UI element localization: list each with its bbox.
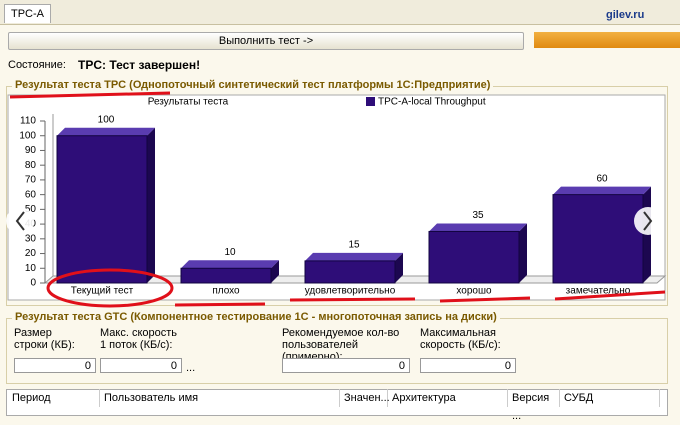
- field-value[interactable]: 0: [420, 358, 516, 373]
- tpc-group-title: Результат теста TPC (Однопоточный синтет…: [12, 79, 494, 91]
- y-tick-label: 80: [25, 160, 37, 171]
- y-tick-label: 50: [25, 204, 37, 215]
- y-tick-label: 110: [20, 116, 36, 127]
- bar: [56, 135, 148, 284]
- chart-title: Результаты теста: [148, 97, 229, 108]
- field-value[interactable]: 0: [14, 358, 96, 373]
- bar-side: [395, 252, 403, 283]
- x-tick-label: хорошо: [456, 286, 492, 297]
- bar-side: [147, 127, 155, 284]
- field-label: Макс. скорость 1 поток (КБ/с):: [100, 327, 178, 351]
- status-label: Состояние:: [8, 59, 66, 71]
- y-tick-label: 70: [25, 175, 37, 186]
- annotations: [9, 91, 666, 308]
- prev-arrow-icon: [15, 211, 25, 231]
- ellipsis: ...: [186, 362, 196, 374]
- column-header[interactable]: Период: [8, 389, 100, 407]
- chart: Результаты теста TPC-A-local Throughput …: [6, 91, 667, 308]
- field-value[interactable]: 0: [282, 358, 410, 373]
- column-header[interactable]: Пользователь имя: [100, 389, 340, 407]
- field-label: Максимальная скорость (КБ/с):: [420, 327, 501, 351]
- run-button[interactable]: Выполнить тест ->: [8, 32, 524, 50]
- y-tick-label: 20: [25, 248, 37, 259]
- value-label: 10: [224, 247, 236, 258]
- next-arrow[interactable]: [634, 207, 662, 235]
- red-circle: [46, 268, 174, 308]
- site: gilev.ru: [606, 9, 645, 21]
- bar-top: [181, 260, 279, 269]
- bar: [304, 260, 396, 284]
- red-underline: [9, 91, 666, 307]
- x-tick-label: замечательно: [566, 286, 631, 297]
- y-tick-label: 90: [25, 145, 37, 156]
- y-tick-label: 30: [25, 233, 37, 244]
- column-header[interactable]: Версия ...: [508, 389, 560, 422]
- column-header[interactable]: СУБД: [560, 389, 660, 407]
- bar: [552, 194, 644, 284]
- progress-bar: [534, 32, 680, 48]
- value-label: 35: [472, 210, 484, 221]
- field-value[interactable]: 0: [100, 358, 182, 373]
- column-header[interactable]: Архитектура: [388, 389, 508, 407]
- value-label: 60: [596, 173, 608, 184]
- y-tick-label: 60: [25, 189, 37, 200]
- y-tick-label: 100: [19, 130, 36, 141]
- bar: [428, 230, 520, 284]
- value-label: 15: [348, 240, 360, 251]
- tab[interactable]: TPC-A: [4, 4, 51, 23]
- x-tick-label: Текущий тест: [71, 286, 134, 297]
- next-arrow-icon: [643, 211, 653, 231]
- y-tick-label: 0: [30, 278, 36, 289]
- value-label: 100: [98, 114, 115, 125]
- bar-top: [305, 252, 403, 261]
- field-label: Размер строки (КБ):: [14, 327, 75, 351]
- bar: [180, 267, 272, 284]
- legend-label: TPC-A-local Throughput: [378, 97, 486, 108]
- legend-swatch: [366, 97, 375, 106]
- tab-bar: [0, 0, 680, 25]
- gtc-group-title: Результат теста GTC (Компонентное тестир…: [12, 311, 500, 323]
- bar-side: [519, 223, 527, 283]
- prev-arrow[interactable]: [6, 207, 34, 235]
- x-tick-label: плохо: [212, 286, 240, 297]
- x-tick-label: удовлетворительно: [305, 286, 396, 297]
- status-value: TPC: Тест завершен!: [78, 58, 201, 72]
- bar-top: [553, 186, 651, 195]
- bar-top: [57, 127, 155, 136]
- bar-top: [429, 223, 527, 232]
- y-tick-label: 10: [25, 263, 37, 274]
- column-header[interactable]: Значен...: [340, 389, 390, 407]
- bar-side: [271, 260, 279, 283]
